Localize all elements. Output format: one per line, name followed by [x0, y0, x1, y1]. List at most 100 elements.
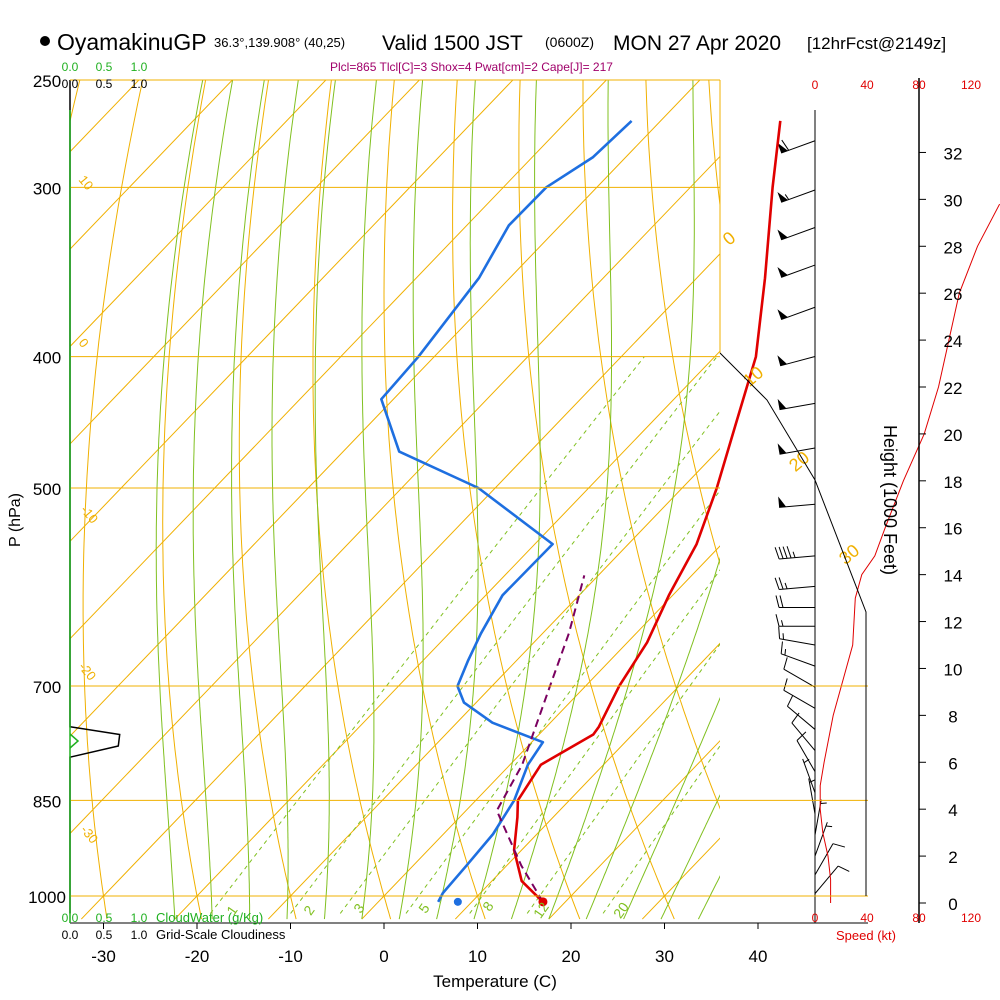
- isotherm-label: 20: [785, 447, 813, 475]
- wind-barb: [783, 678, 816, 709]
- mixing-ratio-line: [405, 489, 720, 914]
- dry-adiabat-label: -30: [78, 822, 102, 846]
- height-tick-label: 16: [944, 520, 963, 539]
- wind-barb: [783, 657, 816, 688]
- speed-tick-bottom: 40: [860, 911, 874, 925]
- height-tick-label: 4: [948, 801, 957, 820]
- wind-barb: [777, 398, 816, 411]
- pressure-tick-label: 850: [33, 792, 61, 811]
- valid-date: MON 27 Apr 2020: [613, 32, 781, 55]
- speed-tick-bottom: 0: [812, 911, 819, 925]
- cloudwater-tick-bottom: 0.5: [96, 911, 113, 925]
- wind-barb: [814, 865, 850, 894]
- surface-dewpoint-dot: [453, 897, 462, 906]
- moist-adiabat-line: [192, 80, 234, 920]
- isotherm-label: 30: [835, 540, 863, 568]
- wind-barb: [791, 712, 816, 751]
- temperature-line: [512, 120, 782, 903]
- height-tick-label: 22: [944, 379, 963, 398]
- pressure-tick-label: 250: [33, 72, 61, 91]
- moist-adiabat-line: [510, 80, 612, 920]
- wind-barb: [774, 546, 816, 560]
- mixing-ratio-label: 5: [415, 900, 433, 916]
- speed-tick-bottom: 80: [912, 911, 926, 925]
- height-tick-label: 30: [944, 191, 963, 210]
- moist-adiabat-line: [398, 80, 424, 920]
- wind-panel: [774, 110, 850, 923]
- sounding-series: [380, 119, 782, 907]
- x-tick-label: 10: [468, 947, 487, 966]
- isotherm-line: [70, 80, 234, 250]
- isotherm-line: [70, 80, 327, 348]
- moist-adiabat-line: [660, 794, 720, 920]
- stability-indices: Plcl=865 Tlcl[C]=3 Shox=4 Pwat[cm]=2 Cap…: [330, 60, 613, 74]
- wind-barb: [777, 264, 816, 278]
- wind-barb: [814, 822, 833, 857]
- pressure-tick-label: 400: [33, 349, 61, 368]
- mixing-ratio-line: [602, 745, 720, 914]
- height-tick-label: 0: [948, 895, 957, 914]
- moist-adiabat-line: [231, 80, 265, 920]
- wind-speed-line: [819, 203, 1000, 903]
- moist-adiabat-line: [623, 696, 720, 920]
- valid-time: Valid 1500 JST: [382, 32, 523, 55]
- isotherm-line: [70, 80, 421, 445]
- pressure-tick-label: 1000: [28, 888, 66, 907]
- speed-tick-bottom: 120: [961, 911, 981, 925]
- station-name: OyamakinuGP: [57, 29, 207, 55]
- forecast-tag: [12hrFcst@2149z]: [807, 34, 946, 53]
- height-tick-label: 6: [948, 754, 957, 773]
- wind-barb: [777, 306, 816, 321]
- cloudwater-tick-top: 1.0: [131, 60, 148, 74]
- pressure-tick-label: 500: [33, 480, 61, 499]
- wind-barb: [780, 641, 816, 667]
- dry-adiabat-line: [383, 80, 486, 920]
- x-tick-label: -10: [278, 947, 303, 966]
- surface-temperature-dot: [538, 897, 548, 907]
- moist-adiabat-line: [361, 80, 377, 920]
- height-tick-label: 20: [944, 426, 963, 445]
- x-axis-label: Temperature (C): [433, 972, 557, 991]
- height-tick-label: 8: [948, 707, 957, 726]
- x-tick-label: -30: [91, 947, 116, 966]
- wind-barb: [774, 577, 816, 590]
- wind-barb: [802, 758, 816, 793]
- dry-adiabat-line: [238, 80, 297, 920]
- dry-adiabat-line: [452, 80, 581, 920]
- height-tick-label: 26: [944, 285, 963, 304]
- mixing-ratio-line: [526, 643, 720, 914]
- cloudiness-tick-top: 0.5: [96, 77, 113, 91]
- moist-adiabat-line: [585, 556, 720, 920]
- mixing-ratio-label: 8: [479, 898, 497, 914]
- isotherm-line: [361, 545, 720, 920]
- x-tick-label: 0: [379, 947, 388, 966]
- mixing-ratio-label: 3: [350, 900, 368, 916]
- cloudwater-tick-top: 0.5: [96, 60, 113, 74]
- x-tick-label: 40: [749, 947, 768, 966]
- dry-adiabat-label: 10: [76, 172, 97, 193]
- moist-adiabat-line: [314, 80, 336, 920]
- wind-panel-boundary: [719, 352, 867, 896]
- isotherm-line: [454, 642, 720, 920]
- mixing-ratio-label: 20: [610, 899, 632, 921]
- wind-barb: [796, 731, 816, 772]
- cloudwater-profile-line: [69, 733, 80, 749]
- mixing-ratio-label: 12: [530, 899, 552, 921]
- dry-adiabat-label: -10: [78, 502, 102, 526]
- wind-barb: [814, 843, 846, 876]
- isotherm-line: [829, 56, 1000, 919]
- height-tick-label: 28: [944, 238, 963, 257]
- wind-barb: [778, 626, 816, 646]
- speed-tick-top: 120: [961, 78, 981, 92]
- moist-adiabat-line: [548, 80, 695, 920]
- cloudwater-tick-bottom: 1.0: [131, 911, 148, 925]
- cloudiness-label: Grid-Scale Cloudiness: [156, 927, 286, 942]
- cloudwater-tick-top: 0.0: [62, 60, 79, 74]
- height-tick-label: 10: [944, 660, 963, 679]
- dry-adiabat-line: [312, 80, 392, 920]
- x-tick-label: -20: [185, 947, 210, 966]
- height-tick-label: 12: [944, 614, 963, 633]
- height-tick-label: 32: [944, 144, 963, 163]
- wind-barb: [808, 778, 816, 814]
